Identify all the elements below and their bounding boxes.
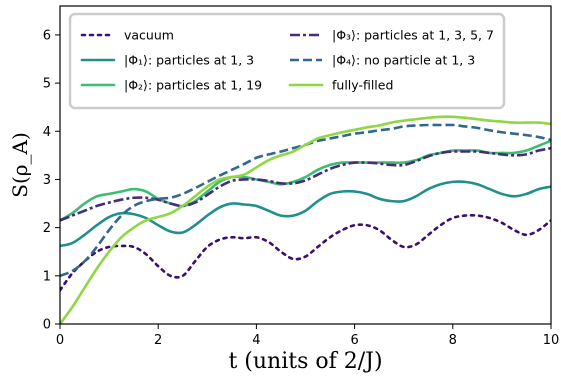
- y-tick-label: 0: [43, 318, 51, 333]
- legend-box: [68, 12, 506, 110]
- legend-label-3: |Φ₂⟩: particles at 1, 19: [124, 78, 262, 93]
- y-tick-label: 6: [43, 28, 51, 43]
- x-tick-label: 8: [449, 333, 457, 348]
- x-tick-label: 6: [350, 333, 358, 348]
- y-axis-title: S(ρ_A): [8, 132, 32, 198]
- y-tick-label: 4: [43, 125, 51, 140]
- x-tick-label: 0: [56, 333, 64, 348]
- legend-label-5: |Φ₄⟩: no particle at 1, 3: [332, 53, 475, 68]
- series-line-1: [60, 213, 551, 292]
- y-tick-label: 3: [43, 173, 51, 188]
- y-tick-label: 5: [43, 77, 51, 92]
- y-tick-label: 1: [43, 269, 51, 284]
- series-line-6: [60, 115, 551, 324]
- x-tick-label: 2: [154, 333, 162, 348]
- legend-label-4: |Φ₃⟩: particles at 1, 3, 5, 7: [332, 28, 494, 43]
- series-line-4: [60, 146, 551, 222]
- legend-label-2: |Φ₁⟩: particles at 1, 3: [124, 53, 254, 68]
- series-line-5: [60, 123, 551, 278]
- plot-area: [60, 115, 551, 324]
- y-axis-ticks: 0 1 2 3 4 5 6: [43, 28, 60, 333]
- legend: vacuum |Φ₁⟩: particles at 1, 3 |Φ₂⟩: parti…: [68, 12, 506, 110]
- x-axis-ticks: 0 2 4 6 8 10: [56, 324, 559, 348]
- series-line-3: [60, 139, 551, 222]
- series-line-2: [60, 180, 551, 248]
- y-tick-label: 2: [43, 221, 51, 236]
- x-axis-title: t (units of 2/J): [228, 349, 382, 374]
- legend-label-6: fully-filled: [332, 78, 393, 93]
- x-tick-label: 10: [543, 333, 560, 348]
- axes-frame: [59, 5, 552, 325]
- x-tick-label: 4: [252, 333, 260, 348]
- legend-label-1: vacuum: [124, 28, 174, 43]
